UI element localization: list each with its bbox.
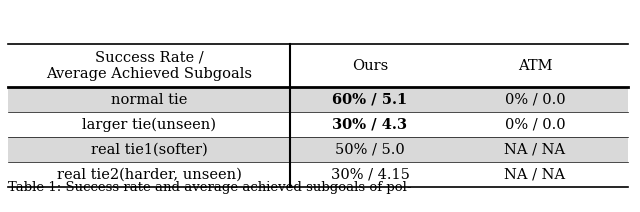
- Text: larger tie(unseen): larger tie(unseen): [82, 117, 216, 132]
- Text: Success Rate /
Average Achieved Subgoals: Success Rate / Average Achieved Subgoals: [46, 50, 252, 81]
- Text: 50% / 5.0: 50% / 5.0: [335, 142, 405, 156]
- Bar: [8, 137, 628, 162]
- Text: 0% / 0.0: 0% / 0.0: [505, 92, 565, 106]
- Text: real tie2(harder, unseen): real tie2(harder, unseen): [56, 167, 241, 181]
- Text: NA / NA: NA / NA: [504, 142, 566, 156]
- Text: Table 1: Success rate and average achieved subgoals of pol-: Table 1: Success rate and average achiev…: [8, 181, 412, 194]
- Text: 30% / 4.3: 30% / 4.3: [333, 117, 408, 131]
- Text: real tie1(softer): real tie1(softer): [91, 142, 207, 156]
- Bar: [8, 112, 628, 137]
- Bar: [8, 87, 628, 112]
- Text: 60% / 5.1: 60% / 5.1: [332, 92, 408, 106]
- Bar: [8, 44, 628, 87]
- Text: normal tie: normal tie: [111, 92, 187, 106]
- Bar: [8, 162, 628, 187]
- Text: Ours: Ours: [352, 59, 388, 73]
- Text: ATM: ATM: [518, 59, 552, 73]
- Text: NA / NA: NA / NA: [504, 167, 566, 181]
- Text: 0% / 0.0: 0% / 0.0: [505, 117, 565, 131]
- Text: 30% / 4.15: 30% / 4.15: [331, 167, 410, 181]
